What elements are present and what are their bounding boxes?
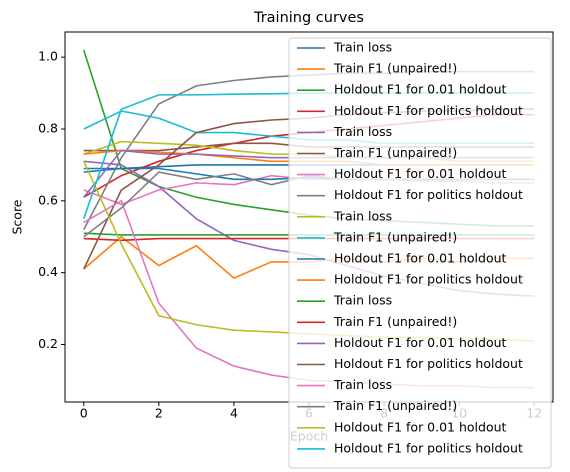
legend-label: Holdout F1 for 0.01 holdout	[334, 166, 507, 181]
legend-label: Train F1 (unpaired!)	[333, 229, 457, 244]
legend-label: Holdout F1 for 0.01 holdout	[334, 419, 507, 434]
legend-label: Train loss	[333, 377, 392, 392]
legend-label: Train F1 (unpaired!)	[333, 145, 457, 160]
legend-label: Holdout F1 for 0.01 holdout	[334, 335, 507, 350]
y-tick-label: 0.2	[38, 336, 58, 351]
legend-label: Holdout F1 for politics holdout	[334, 356, 523, 371]
y-tick-label: 0.4	[38, 264, 58, 279]
legend-label: Train loss	[333, 208, 392, 223]
legend-label: Holdout F1 for 0.01 holdout	[334, 251, 507, 266]
legend-label: Holdout F1 for politics holdout	[334, 103, 523, 118]
legend-label: Train loss	[333, 124, 392, 139]
y-axis-label: Score	[10, 199, 25, 234]
y-tick-label: 1.0	[38, 49, 58, 64]
y-tick-label: 0.8	[38, 120, 58, 135]
legend-label: Holdout F1 for 0.01 holdout	[334, 82, 507, 97]
legend-label: Holdout F1 for politics holdout	[334, 272, 523, 287]
y-tick-label: 0.6	[38, 192, 58, 207]
legend-label: Holdout F1 for politics holdout	[334, 187, 523, 202]
chart-title: Training curves	[253, 10, 364, 26]
legend-label: Train F1 (unpaired!)	[333, 61, 457, 76]
x-tick-label: 0	[80, 406, 88, 421]
legend-box	[288, 37, 552, 469]
legend-label: Train F1 (unpaired!)	[333, 314, 457, 329]
legend-label: Train loss	[333, 293, 392, 308]
legend-label: Train F1 (unpaired!)	[333, 398, 457, 413]
legend-label: Holdout F1 for politics holdout	[334, 440, 523, 455]
legend-label: Train loss	[333, 40, 392, 55]
x-tick-label: 4	[230, 406, 238, 421]
x-tick-label: 2	[155, 406, 163, 421]
